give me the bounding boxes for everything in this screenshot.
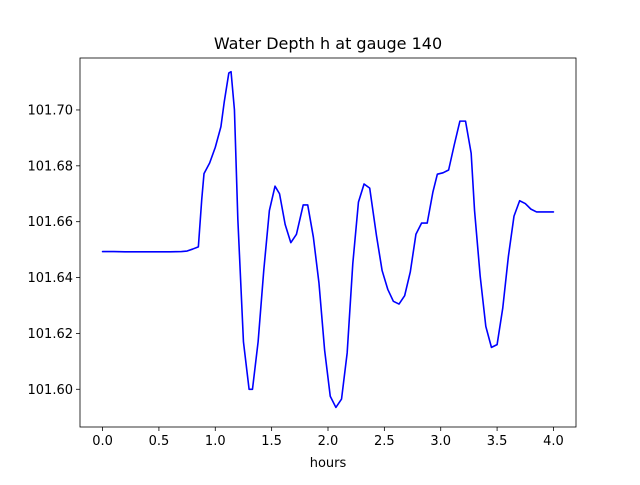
chart-title: Water Depth h at gauge 140: [214, 34, 442, 53]
series-line-water-depth: [101, 70, 555, 409]
x-tick-label: 0.5: [149, 434, 170, 449]
y-axis: 101.60 101.62 101.64 101.66 101.68 101.70: [28, 103, 80, 398]
x-axis-title: hours: [310, 456, 347, 471]
x-tick-label: 1.5: [261, 434, 282, 449]
x-tick-label: 2.0: [318, 434, 339, 449]
y-tick-label: 101.66: [28, 215, 74, 230]
y-tick-label: 101.64: [28, 271, 74, 286]
x-tick-label: 1.0: [205, 434, 226, 449]
y-tick-label: 101.70: [28, 103, 74, 118]
x-tick-label: 4.0: [543, 434, 564, 449]
y-tick-label: 101.60: [28, 383, 74, 398]
x-tick-label: 3.5: [487, 434, 508, 449]
x-tick-label: 3.0: [430, 434, 451, 449]
x-tick-label: 2.5: [374, 434, 395, 449]
y-tick-label: 101.68: [28, 159, 74, 174]
x-axis: 0.0 0.5 1.0 1.5 2.0 2.5 3.0 3.5 4.0: [92, 427, 564, 449]
y-tick-label: 101.62: [28, 327, 74, 342]
x-tick-label: 0.0: [92, 434, 113, 449]
